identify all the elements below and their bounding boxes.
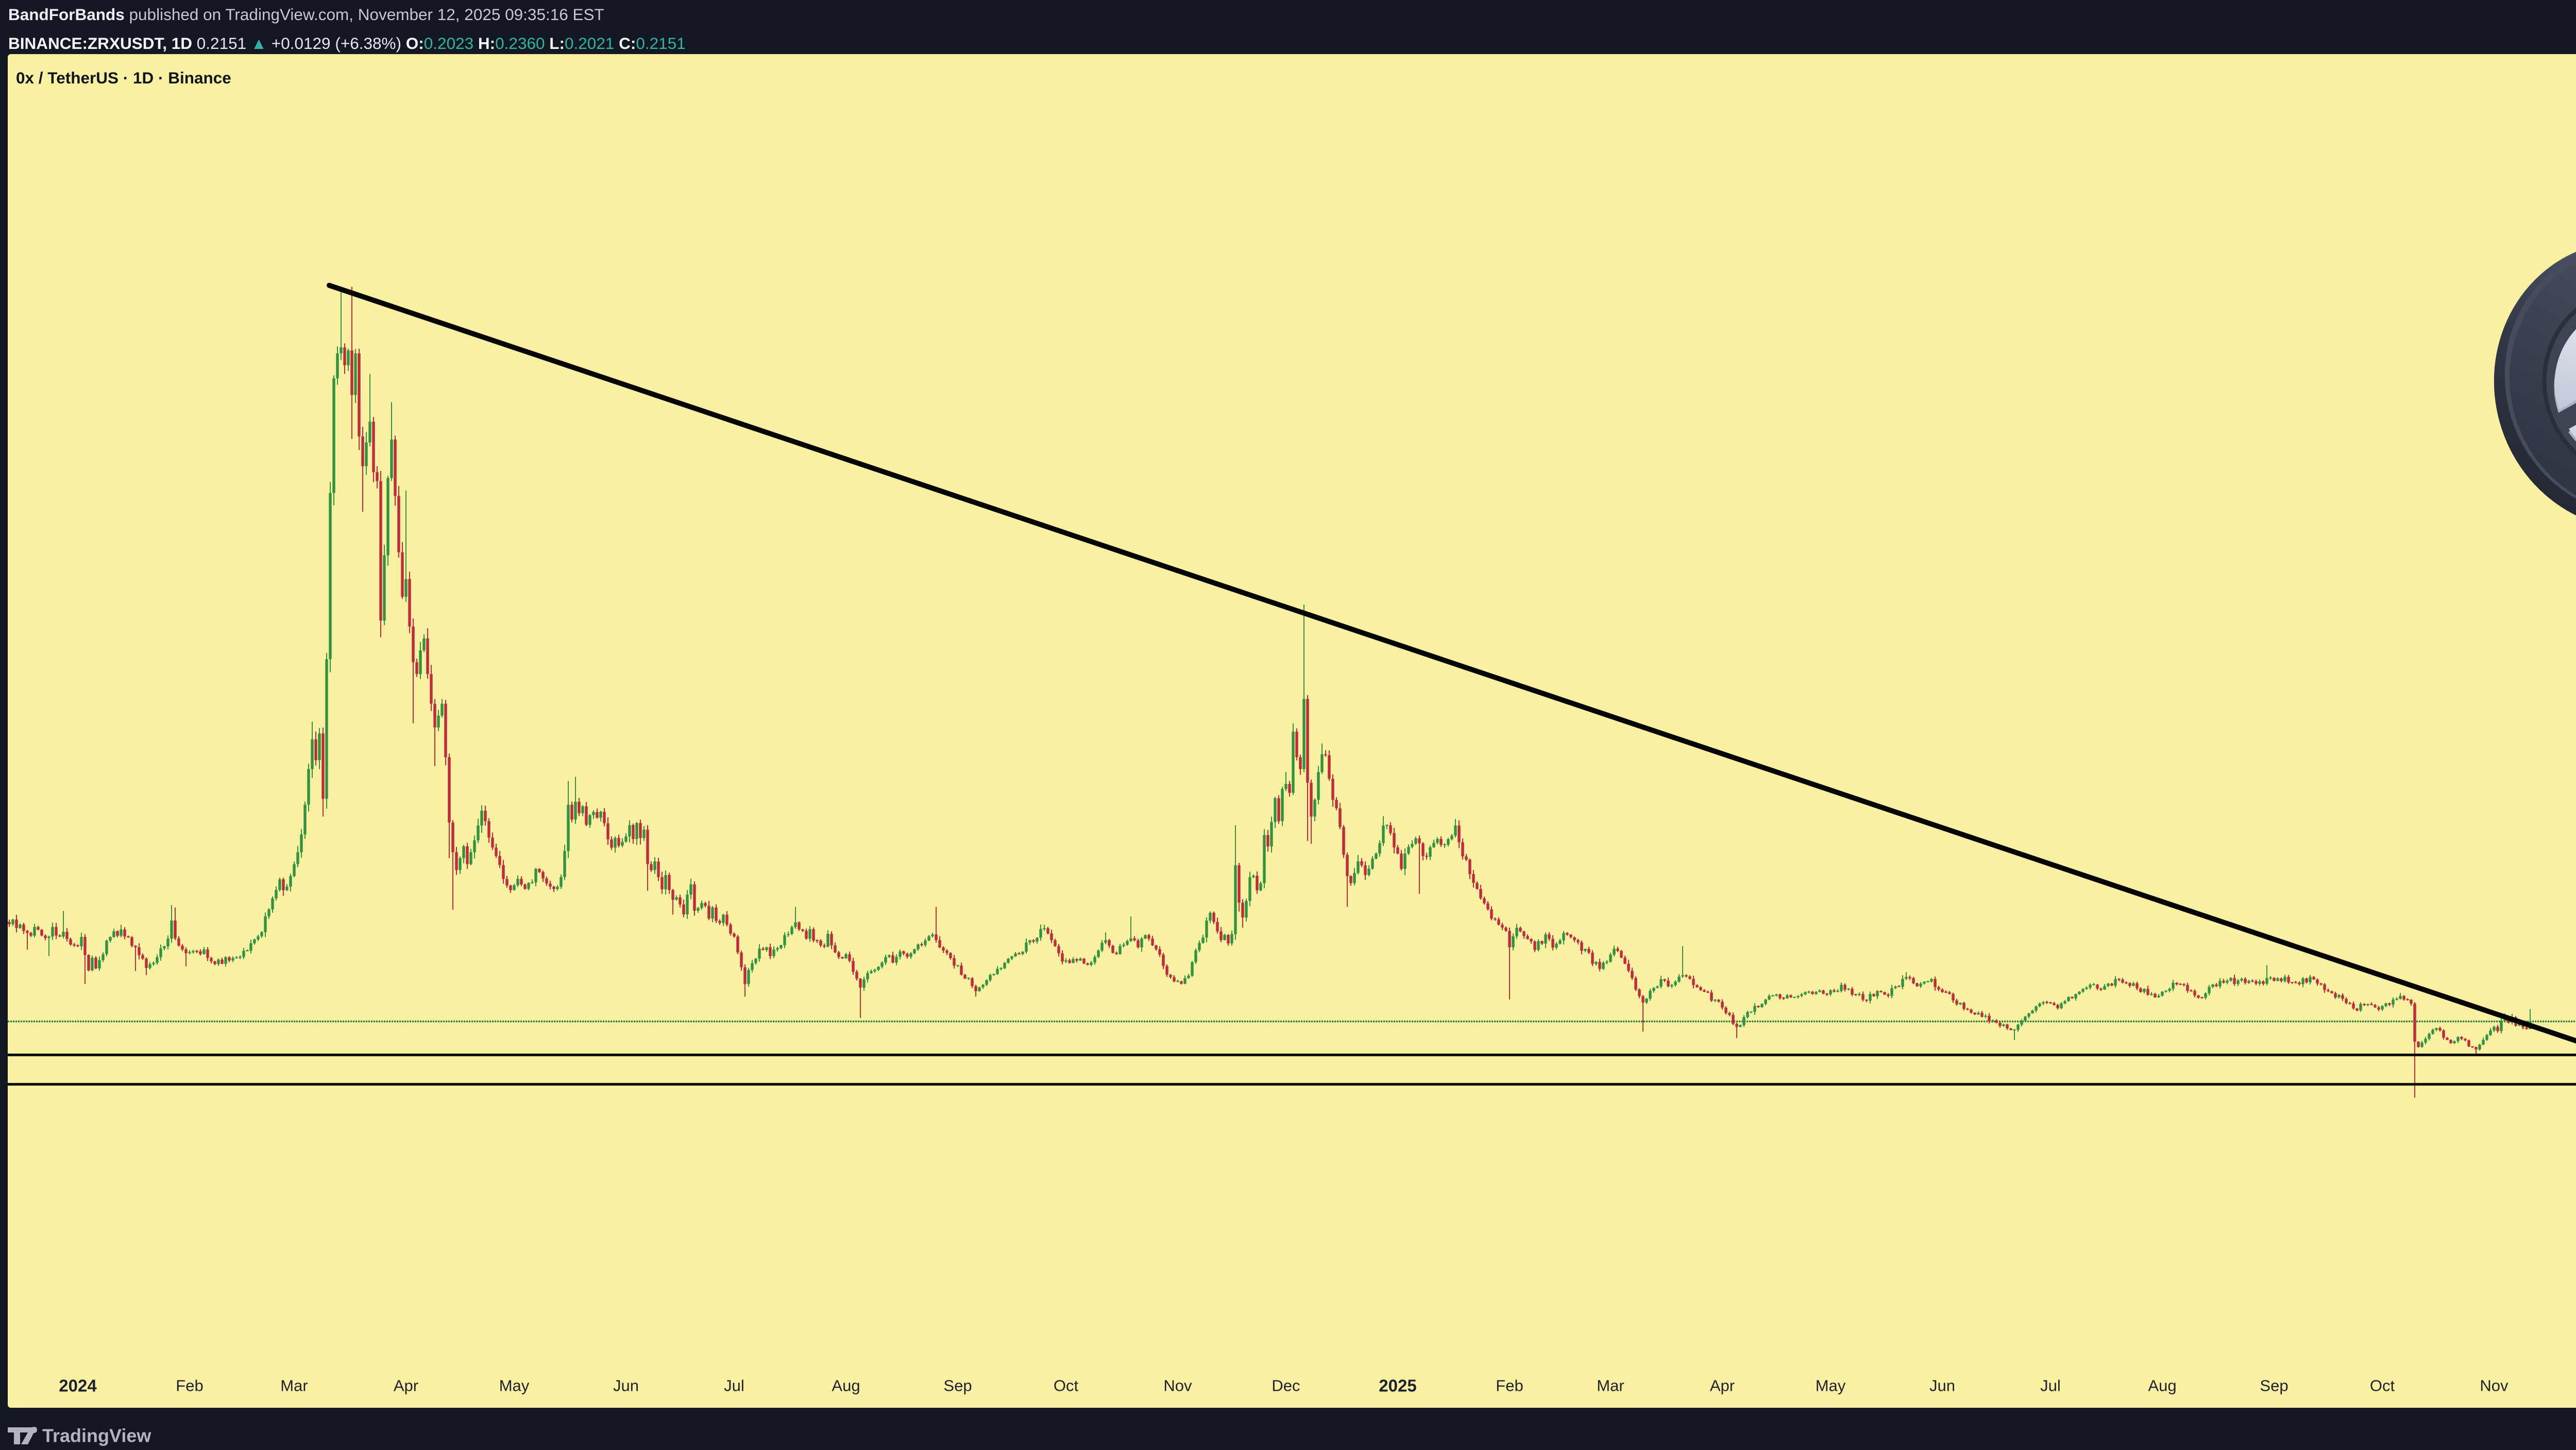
svg-text:Jul: Jul xyxy=(2040,1377,2061,1395)
svg-text:Nov: Nov xyxy=(1163,1377,1192,1395)
svg-text:Jun: Jun xyxy=(613,1377,639,1395)
svg-text:May: May xyxy=(499,1377,530,1395)
svg-text:May: May xyxy=(1816,1377,1846,1395)
svg-text:Apr: Apr xyxy=(394,1377,418,1395)
svg-text:Aug: Aug xyxy=(2148,1377,2176,1395)
svg-text:0x / TetherUS · 1D · Binance: 0x / TetherUS · 1D · Binance xyxy=(16,69,231,87)
svg-text:Feb: Feb xyxy=(176,1377,203,1395)
svg-text:Sep: Sep xyxy=(2260,1377,2288,1395)
svg-text:Mar: Mar xyxy=(1597,1377,1624,1395)
svg-text:2025: 2025 xyxy=(1379,1376,1416,1395)
svg-text:Aug: Aug xyxy=(832,1377,860,1395)
svg-text:Mar: Mar xyxy=(280,1377,308,1395)
svg-text:BandForBands published on Trad: BandForBands published on TradingView.co… xyxy=(8,5,604,24)
svg-text:Jul: Jul xyxy=(724,1377,744,1395)
svg-text:Apr: Apr xyxy=(1710,1377,1735,1395)
svg-text:Feb: Feb xyxy=(1496,1377,1523,1395)
svg-text:Dec: Dec xyxy=(1272,1377,1300,1395)
svg-text:Oct: Oct xyxy=(1054,1377,1079,1395)
svg-text:TradingView: TradingView xyxy=(42,1425,151,1446)
svg-text:2024: 2024 xyxy=(59,1376,97,1395)
svg-text:BINANCE:ZRXUSDT, 1D 0.2151 ▲ +: BINANCE:ZRXUSDT, 1D 0.2151 ▲ +0.0129 (+6… xyxy=(8,34,686,53)
svg-text:Nov: Nov xyxy=(2480,1377,2509,1395)
svg-text:Jun: Jun xyxy=(1929,1377,1955,1395)
svg-text:Sep: Sep xyxy=(943,1377,972,1395)
svg-text:Oct: Oct xyxy=(2370,1377,2395,1395)
